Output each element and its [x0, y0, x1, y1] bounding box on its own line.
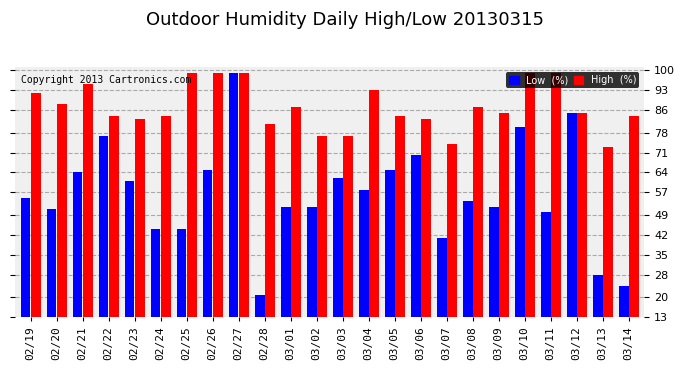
- Bar: [99, 136, 108, 354]
- Bar: [306, 207, 317, 354]
- Bar: [541, 212, 551, 354]
- Bar: [203, 170, 213, 354]
- Bar: [619, 286, 629, 354]
- Bar: [21, 198, 30, 354]
- Bar: [525, 73, 535, 354]
- Bar: [499, 113, 509, 354]
- Text: Copyright 2013 Cartronics.com: Copyright 2013 Cartronics.com: [21, 75, 192, 85]
- Bar: [187, 73, 197, 354]
- Bar: [593, 274, 602, 354]
- Bar: [343, 136, 353, 354]
- Text: Outdoor Humidity Daily High/Low 20130315: Outdoor Humidity Daily High/Low 20130315: [146, 11, 544, 29]
- Bar: [463, 201, 473, 354]
- Bar: [239, 73, 248, 354]
- Bar: [411, 156, 420, 354]
- Bar: [603, 147, 613, 354]
- Bar: [421, 118, 431, 354]
- Bar: [83, 84, 92, 354]
- Bar: [255, 294, 264, 354]
- Bar: [447, 144, 457, 354]
- Bar: [473, 107, 483, 354]
- Bar: [317, 136, 326, 354]
- Bar: [368, 90, 379, 354]
- Bar: [384, 170, 395, 354]
- Bar: [57, 104, 67, 354]
- Bar: [265, 124, 275, 354]
- Bar: [489, 207, 499, 354]
- Bar: [135, 118, 145, 354]
- Bar: [109, 116, 119, 354]
- Bar: [395, 116, 404, 354]
- Bar: [290, 107, 301, 354]
- Bar: [577, 113, 586, 354]
- Bar: [359, 189, 368, 354]
- Bar: [72, 172, 83, 354]
- Bar: [566, 113, 577, 354]
- Bar: [161, 116, 170, 354]
- Bar: [515, 127, 524, 354]
- Bar: [333, 178, 342, 354]
- Bar: [47, 209, 57, 354]
- Bar: [150, 229, 161, 354]
- Legend: Low  (%), High  (%): Low (%), High (%): [506, 72, 640, 88]
- Bar: [629, 116, 639, 354]
- Bar: [437, 238, 446, 354]
- Bar: [31, 93, 41, 354]
- Bar: [228, 73, 239, 354]
- Bar: [177, 229, 186, 354]
- Bar: [125, 181, 135, 354]
- Bar: [213, 73, 223, 354]
- Bar: [551, 73, 561, 354]
- Bar: [281, 207, 290, 354]
